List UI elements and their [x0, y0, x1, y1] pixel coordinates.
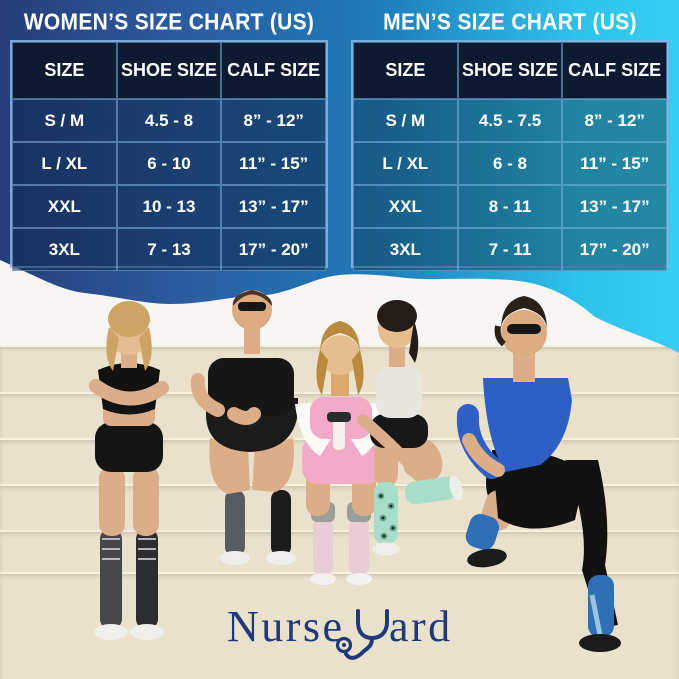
svg-text:Nurse: Nurse	[227, 602, 345, 651]
svg-text:ard: ard	[389, 602, 453, 651]
